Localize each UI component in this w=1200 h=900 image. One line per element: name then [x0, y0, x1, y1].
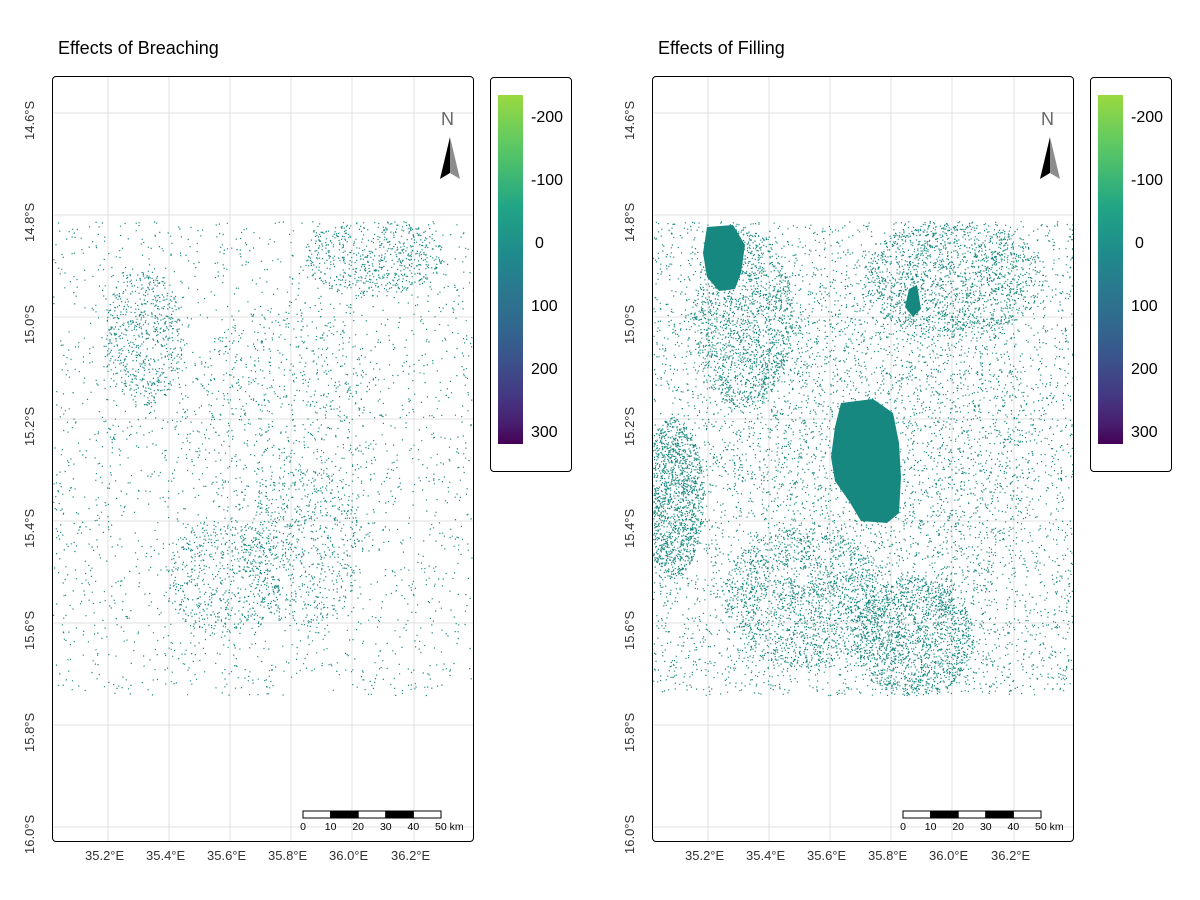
- scale-bar: 0 10 20 30 40 50 km: [300, 810, 464, 833]
- x-tick-label: 35.4°E: [746, 848, 786, 863]
- colorbar-tick: [523, 244, 528, 245]
- raster-cells: [53, 221, 473, 697]
- north-label: N: [441, 109, 454, 129]
- scale-label: 30: [380, 821, 392, 833]
- colorbar-label: 300: [531, 424, 558, 441]
- colorbar-label: 100: [531, 298, 558, 315]
- raster-cells: [653, 221, 1073, 697]
- raster-pixels: [653, 221, 1073, 697]
- colorbar-tick: [1123, 433, 1128, 434]
- scale-label: 0: [300, 821, 306, 833]
- colorbar-tick: [1123, 307, 1128, 308]
- y-tick-label: 15.8°S: [22, 712, 37, 752]
- y-tick-label: 16.0°S: [622, 814, 637, 854]
- colorbar-tick: [523, 307, 528, 308]
- filled-depression: [905, 285, 921, 317]
- x-tick-label: 36.0°E: [329, 848, 369, 863]
- colorbar-label: -200: [1131, 109, 1164, 126]
- colorbar: [1098, 95, 1123, 444]
- colorbar-tick: [523, 370, 528, 371]
- panel-breaching: Effects of Breaching 14.6°S 14.8°S 15.0°…: [22, 38, 572, 863]
- x-tick-label: 35.8°E: [268, 848, 308, 863]
- x-tick-label: 35.2°E: [685, 848, 725, 863]
- colorbar-label: 100: [1131, 298, 1158, 315]
- scale-label: 10: [325, 821, 337, 833]
- colorbar: [498, 95, 523, 444]
- map-canvas: 0 10 20 30 40 50 km: [53, 77, 473, 841]
- x-tick-label: 36.0°E: [929, 848, 969, 863]
- panel-title: Effects of Breaching: [58, 38, 219, 58]
- panel-title: Effects of Filling: [658, 38, 785, 58]
- colorbar-tick: [1123, 181, 1128, 182]
- filled-depression: [703, 225, 745, 291]
- scale-label: 50 km: [435, 821, 464, 833]
- scale-label: 40: [1008, 821, 1020, 833]
- colorbar-tick: [1123, 118, 1128, 119]
- north-arrow-icon: [440, 137, 460, 179]
- y-tick-label: 15.6°S: [622, 610, 637, 650]
- x-tick-label: 35.4°E: [146, 848, 186, 863]
- y-tick-label: 15.2°S: [22, 406, 37, 446]
- colorbar-tick: [523, 118, 528, 119]
- colorbar-label: -100: [1131, 172, 1164, 189]
- colorbar-label: 0: [535, 235, 544, 252]
- colorbar-label: 200: [1131, 361, 1158, 378]
- colorbar-tick: [1123, 370, 1128, 371]
- scale-label: 20: [352, 821, 364, 833]
- x-tick-label: 35.6°E: [807, 848, 847, 863]
- graticule: [53, 77, 473, 841]
- filled-depression: [831, 399, 901, 523]
- y-tick-label: 14.8°S: [622, 202, 637, 242]
- raster-pixels: [53, 221, 473, 697]
- north-label: N: [1041, 109, 1054, 129]
- y-tick-label: 15.8°S: [622, 712, 637, 752]
- colorbar-tick: [523, 433, 528, 434]
- scale-label: 0: [900, 821, 906, 833]
- x-tick-label: 35.8°E: [868, 848, 908, 863]
- y-tick-label: 14.6°S: [622, 100, 637, 140]
- colorbar-legend: -200 -100 0 100 200 300: [490, 77, 572, 472]
- x-tick-label: 36.2°E: [991, 848, 1031, 863]
- colorbar-tick: [1123, 244, 1128, 245]
- colorbar-tick: [523, 181, 528, 182]
- scale-bar: 0 10 20 30 40 50 km: [900, 810, 1064, 833]
- map-frame: 0 10 20 30 40 50 km N: [52, 76, 474, 842]
- colorbar-label: -100: [531, 172, 564, 189]
- colorbar-legend: -200 -100 0 100 200 300: [1090, 77, 1172, 472]
- y-tick-label: 15.2°S: [622, 406, 637, 446]
- scale-label: 30: [980, 821, 992, 833]
- y-tick-label: 15.4°S: [622, 508, 637, 548]
- scale-label: 50 km: [1035, 821, 1064, 833]
- y-tick-label: 14.8°S: [22, 202, 37, 242]
- y-tick-label: 16.0°S: [22, 814, 37, 854]
- filled-depressions: [703, 225, 921, 523]
- colorbar-label: -200: [531, 109, 564, 126]
- colorbar-label: 0: [1135, 235, 1144, 252]
- x-tick-label: 35.2°E: [85, 848, 125, 863]
- y-tick-label: 15.6°S: [22, 610, 37, 650]
- x-tick-label: 36.2°E: [391, 848, 431, 863]
- y-tick-label: 15.4°S: [22, 508, 37, 548]
- map-frame: 0 10 20 30 40 50 km N: [652, 76, 1074, 842]
- scale-label: 40: [408, 821, 420, 833]
- colorbar-label: 200: [531, 361, 558, 378]
- y-tick-label: 15.0°S: [622, 304, 637, 344]
- map-canvas: 0 10 20 30 40 50 km: [653, 77, 1073, 841]
- colorbar-label: 300: [1131, 424, 1158, 441]
- scale-label: 20: [952, 821, 964, 833]
- panel-filling: Effects of Filling 14.6°S 14.8°S 15.0°S …: [600, 0, 1200, 900]
- scale-label: 10: [925, 821, 937, 833]
- north-arrow-icon: [1040, 137, 1060, 179]
- y-tick-label: 15.0°S: [22, 304, 37, 344]
- x-tick-label: 35.6°E: [207, 848, 247, 863]
- y-tick-label: 14.6°S: [22, 100, 37, 140]
